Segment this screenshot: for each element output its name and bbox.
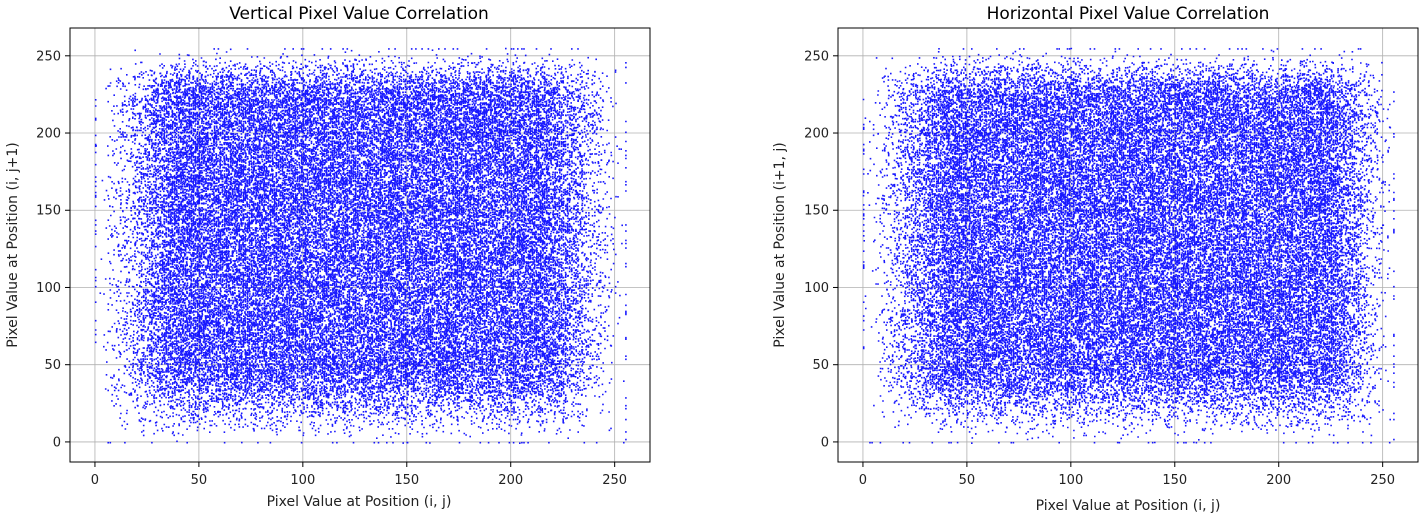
x-tick-label: 0 bbox=[859, 473, 867, 488]
vertical-y-axis-label: Pixel Value at Position (i, j+1) bbox=[5, 142, 21, 347]
horizontal-x-ticks: 0 50 100 150 200 250 bbox=[859, 462, 1395, 488]
x-tick-label: 0 bbox=[91, 473, 99, 488]
x-tick-label: 150 bbox=[394, 473, 419, 488]
y-tick-label: 50 bbox=[44, 358, 61, 373]
y-tick-label: 50 bbox=[812, 358, 829, 373]
x-tick-label: 50 bbox=[959, 473, 976, 488]
x-tick-label: 100 bbox=[1058, 473, 1083, 488]
horizontal-x-axis-label: Pixel Value at Position (i, j) bbox=[1036, 498, 1221, 514]
y-tick-label: 150 bbox=[804, 204, 829, 219]
x-tick-label: 100 bbox=[290, 473, 315, 488]
x-tick-label: 200 bbox=[1266, 473, 1291, 488]
x-tick-label: 150 bbox=[1162, 473, 1187, 488]
vertical-chart-title: Vertical Pixel Value Correlation bbox=[229, 4, 489, 24]
vertical-x-axis-label: Pixel Value at Position (i, j) bbox=[267, 494, 452, 510]
vertical-y-ticks: 0 50 100 150 200 250 bbox=[36, 49, 70, 450]
horizontal-y-ticks: 0 50 100 150 200 250 bbox=[804, 49, 838, 450]
x-tick-label: 50 bbox=[191, 473, 208, 488]
horizontal-scatter-points bbox=[862, 47, 1395, 444]
y-tick-label: 100 bbox=[36, 281, 61, 296]
vertical-scatter-points bbox=[94, 47, 627, 445]
y-tick-label: 0 bbox=[821, 435, 829, 450]
horizontal-chart-title: Horizontal Pixel Value Correlation bbox=[987, 4, 1270, 24]
horizontal-points bbox=[862, 47, 1395, 444]
vertical-x-ticks: 0 50 100 150 200 250 bbox=[91, 462, 627, 488]
y-tick-label: 100 bbox=[804, 281, 829, 296]
vertical-plot-frame bbox=[69, 27, 651, 463]
horizontal-correlation-panel: Horizontal Pixel Value Correlation 0 50 10… bbox=[772, 4, 1419, 514]
y-tick-label: 250 bbox=[804, 49, 829, 64]
x-tick-label: 200 bbox=[498, 473, 523, 488]
y-tick-label: 150 bbox=[36, 204, 61, 219]
y-tick-label: 0 bbox=[53, 435, 61, 450]
horizontal-y-axis-label: Pixel Value at Position (i+1, j) bbox=[772, 142, 788, 347]
horizontal-plot-frame bbox=[837, 27, 1419, 463]
vertical-correlation-panel: Vertical Pixel Value Correlation 0 50 100 1… bbox=[5, 4, 651, 510]
y-tick-label: 200 bbox=[804, 127, 829, 142]
vertical-points bbox=[94, 47, 627, 445]
x-tick-label: 250 bbox=[1370, 473, 1395, 488]
y-tick-label: 250 bbox=[36, 49, 61, 64]
y-tick-label: 200 bbox=[36, 127, 61, 142]
x-tick-label: 250 bbox=[602, 473, 627, 488]
